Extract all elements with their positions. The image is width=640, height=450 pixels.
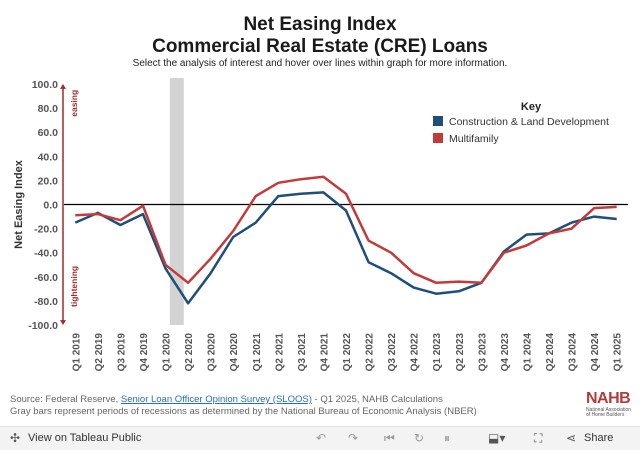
x-tick-label: Q1 2019: [71, 333, 82, 372]
chart-title-line1: Net Easing Index: [243, 14, 397, 35]
tableau-toolbar: ✣ View on Tableau Public ↶ ↷ ⏮ ↻ ⏸ ⬓▾ ⛶ …: [0, 426, 640, 450]
recession-note: Gray bars represent periods of recession…: [10, 406, 477, 417]
x-tick-label: Q2 2023: [455, 333, 466, 372]
line-chart[interactable]: 100.0 80.0 60.0 40.0 20.0 0.0 -20.0 -40.0 -60.0 -…: [0, 0, 640, 390]
y-tick-label: 80.0: [38, 103, 59, 115]
nahb-logo-line1: National Association: [586, 407, 632, 413]
y-tick-label: 20.0: [38, 175, 59, 187]
y-tick-label: 60.0: [38, 127, 59, 139]
nahb-logo-line2: of Home Builders: [586, 412, 625, 418]
tableau-icon[interactable]: ✣: [10, 431, 21, 445]
x-tick-label: Q3 2020: [207, 333, 218, 372]
x-tick-label: Q3 2019: [116, 333, 127, 372]
x-tick-label: Q4 2024: [590, 333, 601, 372]
y-tick-label: 40.0: [38, 151, 59, 163]
y-tick-label: -80.0: [34, 296, 58, 308]
nahb-logo: NAHB National Association of Home Builde…: [586, 390, 636, 424]
x-tick-label: Q4 2019: [139, 333, 150, 372]
x-tick-label: Q3 2021: [297, 333, 308, 372]
pause-icon[interactable]: ⏸: [444, 431, 451, 445]
download-icon[interactable]: ⬓▾: [488, 431, 506, 445]
tightening-label: tightening: [69, 266, 79, 307]
source-suffix: - Q1 2025, NAHB Calculations: [311, 394, 443, 405]
easing-arrowhead: [60, 84, 66, 89]
sloos-link[interactable]: Senior Loan Officer Opinion Survey (SLOO…: [120, 394, 312, 405]
x-tick-label: Q2 2019: [94, 333, 105, 372]
x-tick-label: Q2 2020: [184, 333, 195, 372]
source-note: Source: Federal Reserve, Senior Loan Off…: [10, 394, 477, 418]
x-tick-label: Q1 2022: [342, 333, 353, 372]
y-tick-label: -40.0: [34, 248, 58, 260]
legend-label-0[interactable]: Construction & Land Development: [449, 116, 609, 128]
undo-icon[interactable]: ↶: [316, 431, 327, 445]
refresh-icon[interactable]: ↻: [414, 431, 425, 445]
chart-subtitle: Select the analysis of interest and hove…: [132, 58, 508, 69]
y-axis-title: Net Easing Index: [13, 159, 25, 249]
legend-label-1[interactable]: Multifamily: [449, 133, 499, 145]
recession-band: [169, 78, 184, 325]
x-tick-label: Q2 2024: [545, 333, 556, 372]
y-tick-label: -100.0: [28, 320, 58, 332]
y-tick-label: -60.0: [34, 272, 58, 284]
series-line-1[interactable]: [75, 175, 617, 285]
x-tick-label: Q4 2020: [229, 333, 240, 372]
share-button[interactable]: Share: [584, 432, 614, 444]
legend-swatch-1[interactable]: [433, 133, 443, 143]
x-tick-label: Q1 2025: [613, 333, 624, 372]
y-tick-label: 100.0: [32, 79, 58, 91]
y-tick-label: 0.0: [43, 200, 58, 212]
redo-icon[interactable]: ↷: [348, 431, 359, 445]
source-prefix: Source: Federal Reserve,: [10, 394, 121, 405]
series-line-0[interactable]: [74, 191, 617, 305]
x-tick-label: Q4 2021: [319, 333, 330, 372]
share-icon[interactable]: ⋖: [566, 431, 577, 445]
y-tick-label: -20.0: [34, 224, 58, 236]
x-tick-label: Q1 2021: [252, 333, 263, 372]
x-tick-label: Q1 2024: [522, 333, 533, 372]
x-tick-label: Q1 2023: [432, 333, 443, 372]
x-tick-label: Q2 2021: [274, 333, 285, 372]
x-tick-label: Q1 2020: [162, 333, 173, 372]
fullscreen-icon[interactable]: ⛶: [534, 431, 543, 445]
x-tick-label: Q4 2023: [500, 333, 511, 372]
x-tick-label: Q3 2024: [568, 333, 579, 372]
x-tick-label: Q3 2023: [477, 333, 488, 372]
legend-swatch-0[interactable]: [433, 116, 443, 126]
tightening-arrowhead: [60, 320, 66, 325]
nahb-logo-text: NAHB: [586, 390, 631, 407]
view-on-tableau-link[interactable]: View on Tableau Public: [28, 432, 142, 444]
x-tick-label: Q4 2022: [410, 333, 421, 372]
legend-title: Key: [521, 101, 542, 113]
easing-label: easing: [69, 90, 79, 117]
x-tick-label: Q2 2022: [365, 333, 376, 372]
chart-title-line2: Commercial Real Estate (CRE) Loans: [152, 36, 488, 57]
x-tick-label: Q3 2022: [387, 333, 398, 372]
revert-icon[interactable]: ⏮: [384, 431, 395, 445]
